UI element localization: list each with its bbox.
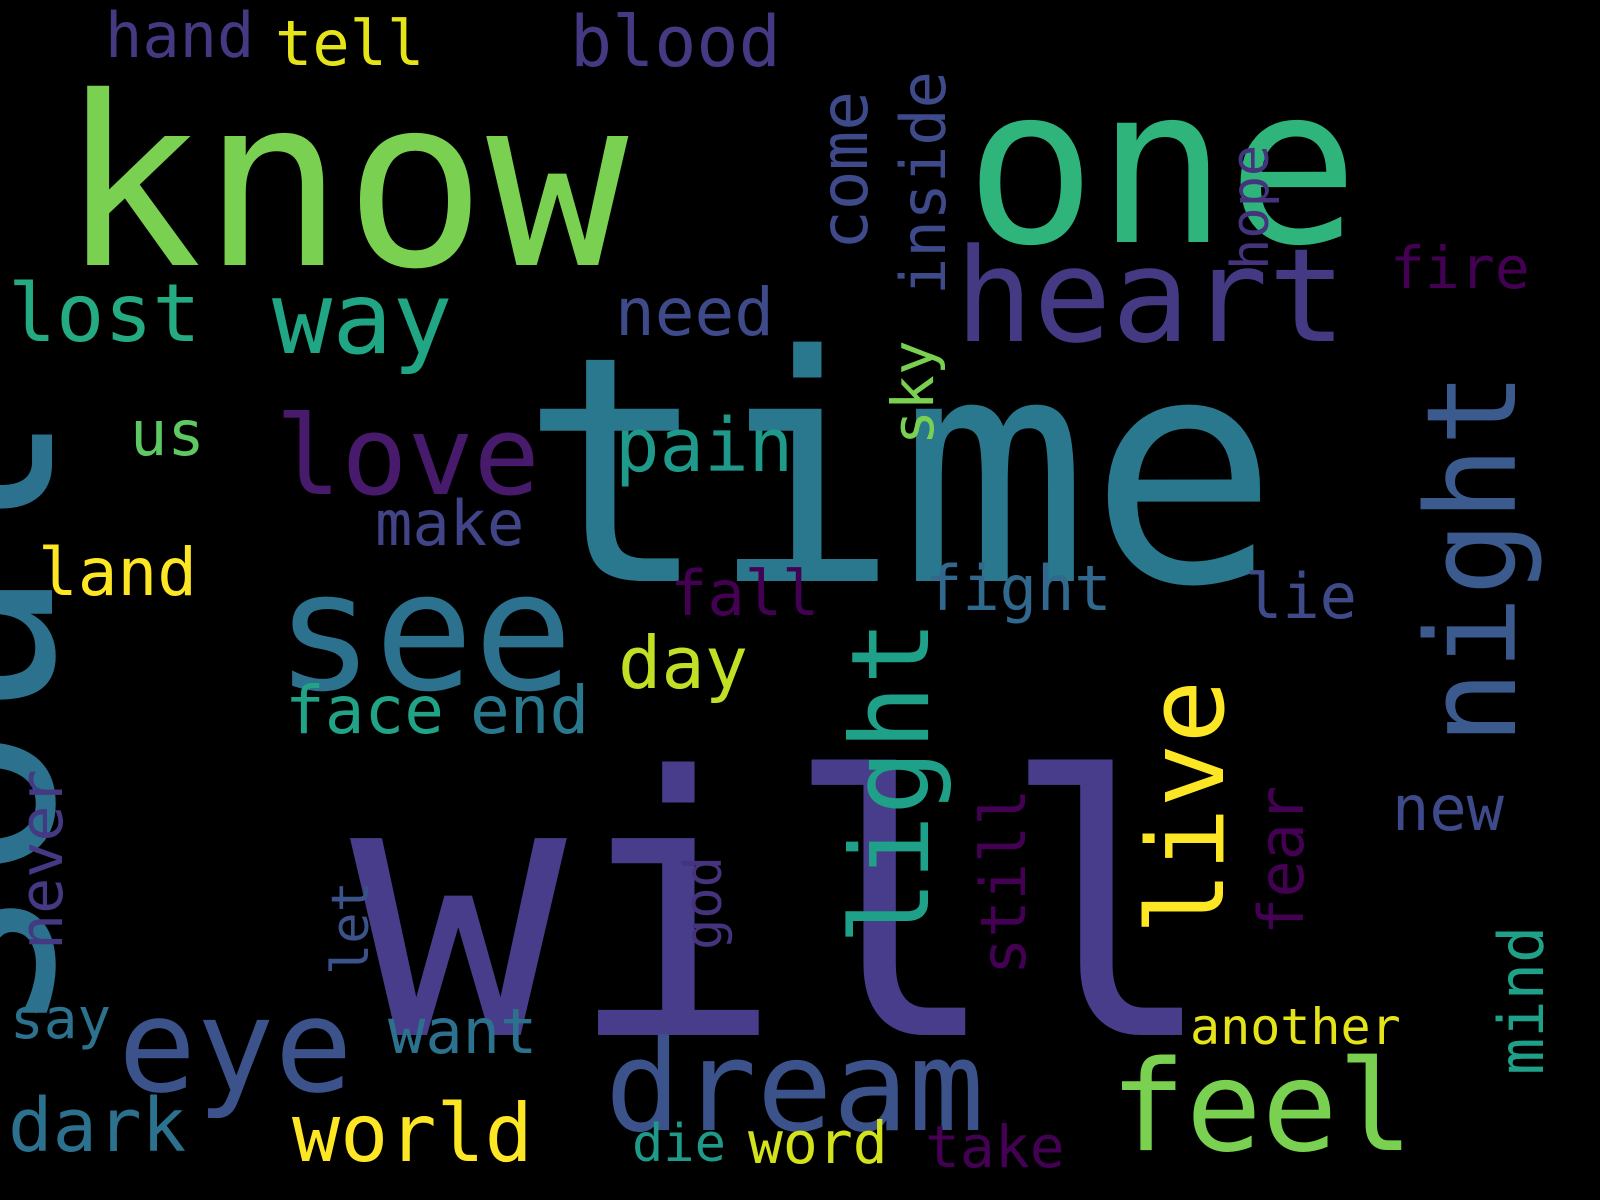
word-die: die — [632, 1114, 726, 1175]
word-heart: heart — [955, 220, 1347, 373]
word-face: face — [285, 671, 444, 749]
word-new: new — [1392, 771, 1504, 845]
word-light: light — [828, 619, 954, 945]
word-time: time — [520, 289, 1279, 656]
word-world: world — [292, 1087, 533, 1181]
word-another: another — [1190, 998, 1401, 1056]
word-make: make — [375, 486, 525, 560]
word-let: let — [321, 881, 382, 975]
word-fight: fight — [925, 551, 1112, 625]
word-land: land — [38, 533, 197, 611]
word-pain: pain — [615, 402, 794, 489]
word-fear: fear — [1244, 785, 1318, 935]
word-dark: dark — [8, 1082, 187, 1169]
word-will: will — [350, 701, 1217, 1121]
word-fall: fall — [670, 556, 820, 630]
word-blood: blood — [570, 0, 781, 83]
word-us: us — [130, 396, 205, 470]
word-lost: lost — [8, 267, 201, 361]
word-never: never — [7, 769, 78, 950]
word-live: live — [1125, 679, 1249, 935]
word-god: god — [674, 856, 735, 950]
word-come: come — [805, 91, 883, 250]
word-dream: dream — [605, 1013, 985, 1161]
word-lie: lie — [1245, 559, 1357, 633]
word-mind: mind — [1484, 925, 1558, 1075]
word-take: take — [925, 1112, 1065, 1181]
word-fire: fire — [1390, 233, 1530, 302]
word-hope: hope — [1221, 144, 1282, 270]
word-word: word — [748, 1108, 888, 1177]
word-feel: feel — [1110, 1033, 1414, 1181]
word-still: still — [966, 788, 1040, 975]
word-night: night — [1400, 371, 1545, 745]
word-hand: hand — [105, 0, 255, 72]
word-end: end — [470, 671, 590, 749]
word-want: want — [388, 994, 538, 1068]
word-eye: eye — [118, 970, 353, 1123]
word-one: one — [965, 41, 1359, 295]
word-sky: sky — [878, 340, 947, 445]
word-say: say — [10, 987, 112, 1053]
word-inside: inside — [886, 71, 960, 295]
word-tell: tell — [275, 6, 425, 80]
word-need: need — [615, 273, 774, 351]
word-see: see — [275, 535, 574, 728]
word-know: know — [60, 45, 629, 321]
word-way: way — [272, 260, 453, 377]
word-love: love — [275, 392, 540, 521]
word-day: day — [618, 621, 749, 706]
